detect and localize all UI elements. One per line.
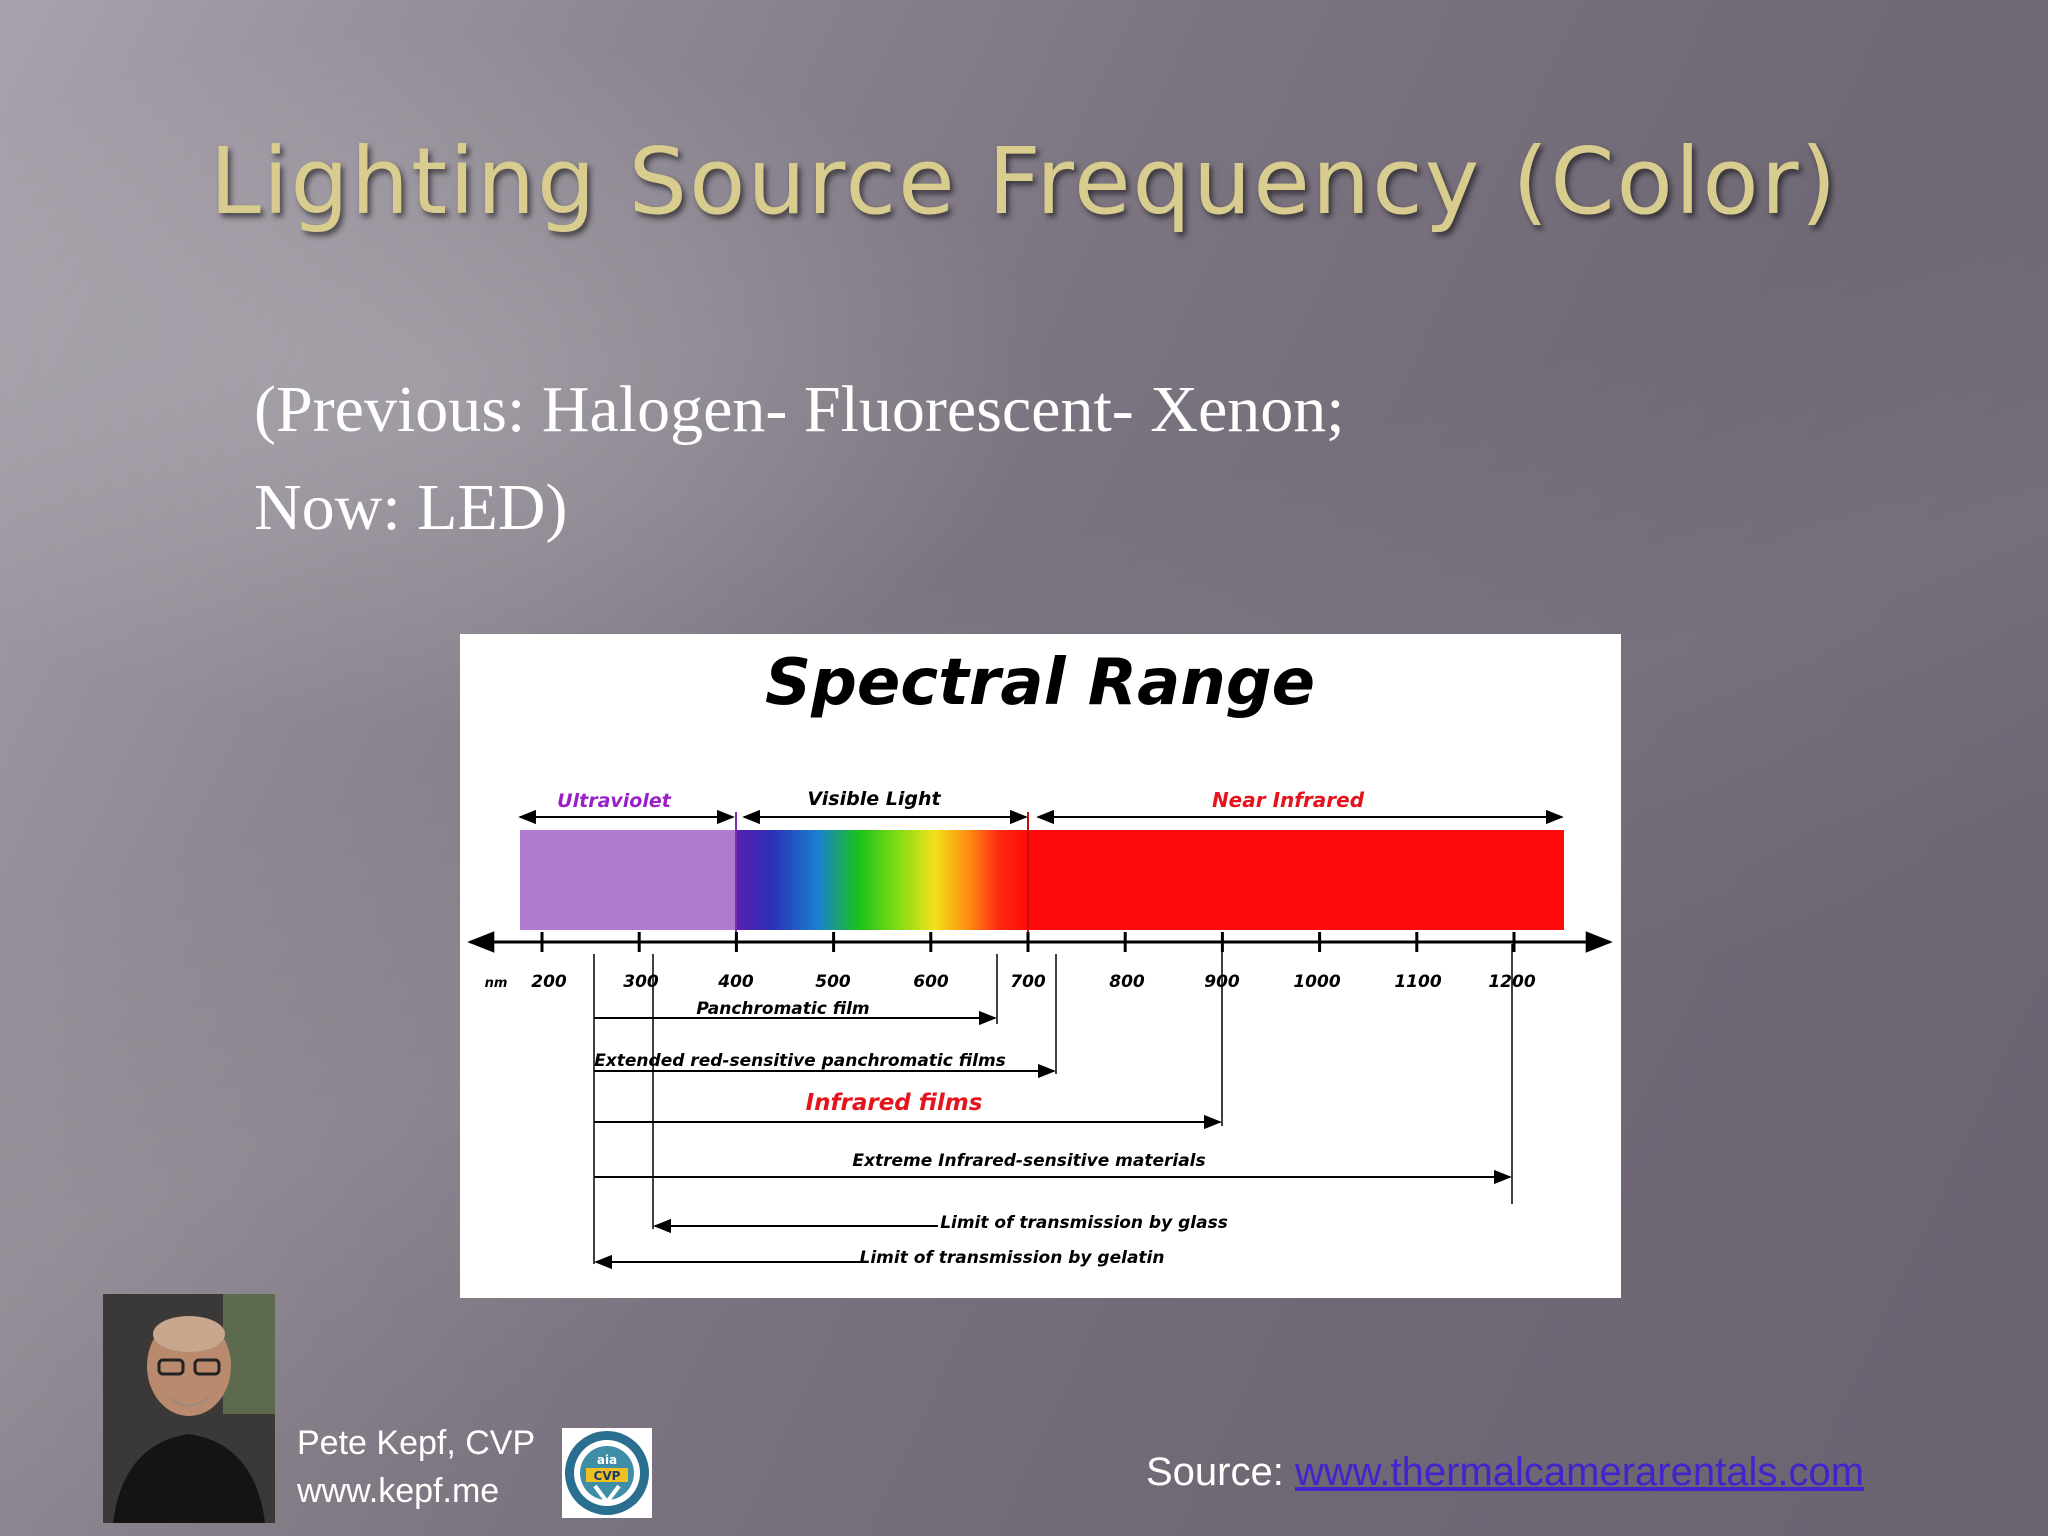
band-label-visible-light: Visible Light — [807, 788, 941, 810]
tick-label-600: 600 — [913, 972, 949, 992]
subtitle-line-1: (Previous: Halogen- Fluorescent- Xenon; — [254, 373, 1345, 446]
badge-org-text: aia — [597, 1453, 617, 1467]
source-prefix: Source: — [1146, 1450, 1295, 1494]
source-citation: Source: www.thermalcamerarentals.com — [1146, 1450, 1864, 1495]
tick-label-1100: 1100 — [1394, 972, 1441, 992]
source-link[interactable]: www.thermalcamerarentals.com — [1294, 1450, 1865, 1494]
range-label-infrared-films: Infrared films — [806, 1090, 983, 1116]
tick-label-300: 300 — [623, 972, 659, 992]
author-photo — [103, 1294, 275, 1523]
tick-label-400: 400 — [717, 972, 754, 992]
tick-label-500: 500 — [815, 972, 851, 992]
badge-cvp-text: CVP — [594, 1469, 621, 1483]
range-label-panchromatic: Panchromatic film — [696, 999, 869, 1019]
band-label-ultraviolet: Ultraviolet — [557, 790, 672, 812]
range-label-glass: Limit of transmission by glass — [940, 1213, 1228, 1233]
tick-label-700: 700 — [1010, 972, 1046, 992]
range-label-extreme-infrared: Extreme Infrared-sensitive materials — [852, 1151, 1205, 1171]
subtitle-line-2: Now: LED) — [254, 471, 568, 544]
cvp-certification-badge: aia CVP — [562, 1428, 652, 1518]
tick-label-200: 200 — [531, 972, 567, 992]
range-label-extended-red: Extended red-sensitive panchromatic film… — [594, 1051, 1006, 1071]
author-website: www.kepf.me — [297, 1472, 500, 1510]
range-label-gelatin: Limit of transmission by gelatin — [860, 1248, 1165, 1268]
slide-title: Lighting Source Frequency (Color) — [209, 128, 1839, 235]
tick-label-800: 800 — [1109, 972, 1145, 992]
tick-label-1000: 1000 — [1293, 972, 1340, 992]
ultraviolet-band — [520, 830, 736, 930]
visible-light-band — [736, 830, 1028, 930]
band-label-near-infrared: Near Infrared — [1212, 788, 1365, 812]
axis-unit-label: nm — [485, 976, 508, 991]
author-name: Pete Kepf, CVP — [297, 1424, 536, 1462]
figure-title: Spectral Range — [765, 646, 1315, 720]
axis-tick-marks — [540, 932, 1516, 952]
spectral-range-figure: Spectral Range Ultraviolet Visible Light… — [460, 634, 1621, 1298]
near-infrared-band — [1028, 830, 1564, 930]
